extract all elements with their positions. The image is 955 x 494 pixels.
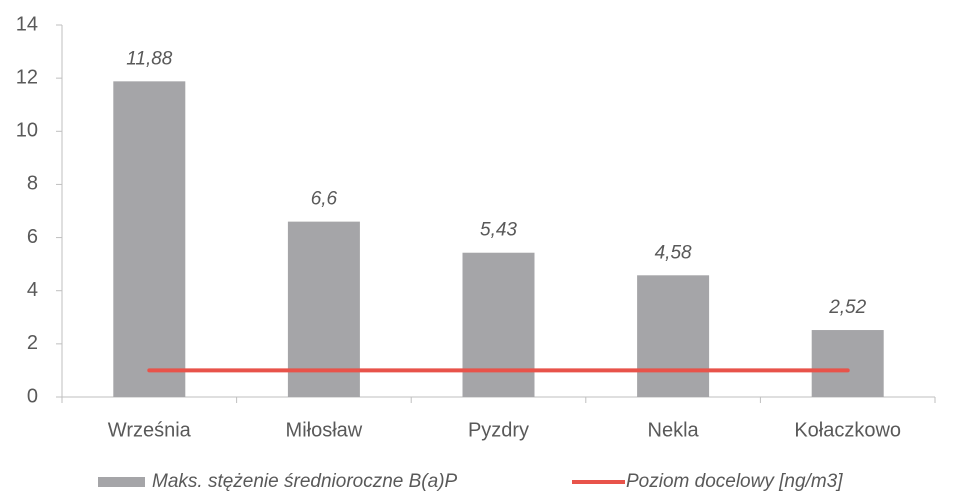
y-tick-label: 10 bbox=[16, 120, 38, 142]
y-tick-label: 0 bbox=[27, 385, 38, 407]
bar bbox=[462, 252, 535, 397]
bar bbox=[113, 81, 186, 398]
x-tick-label: Września bbox=[108, 419, 192, 441]
bar bbox=[287, 221, 360, 397]
y-tick-label: 6 bbox=[27, 226, 38, 248]
bar bbox=[811, 330, 884, 397]
y-tick-label: 14 bbox=[16, 13, 38, 35]
y-tick-label: 12 bbox=[16, 66, 38, 88]
x-tick-label: Pyzdry bbox=[468, 419, 529, 441]
y-tick-label: 4 bbox=[27, 279, 38, 301]
x-tick-label: Miłosław bbox=[286, 419, 363, 441]
legend-swatch bbox=[98, 477, 145, 487]
y-tick-label: 8 bbox=[27, 173, 38, 195]
x-tick-label: Kołaczkowo bbox=[794, 419, 901, 441]
value-label: 2,52 bbox=[828, 297, 866, 318]
value-label: 11,88 bbox=[126, 48, 173, 69]
value-label: 6,6 bbox=[311, 189, 338, 210]
value-label: 5,43 bbox=[480, 220, 517, 241]
bar bbox=[637, 275, 710, 397]
x-tick-label: Nekla bbox=[648, 419, 700, 441]
y-tick-label: 2 bbox=[27, 332, 38, 354]
value-label: 4,58 bbox=[655, 242, 692, 263]
legend-label: Poziom docelowy [ng/m3] bbox=[626, 471, 843, 492]
legend-label: Maks. stężenie średnioroczne B(a)P bbox=[152, 471, 458, 492]
